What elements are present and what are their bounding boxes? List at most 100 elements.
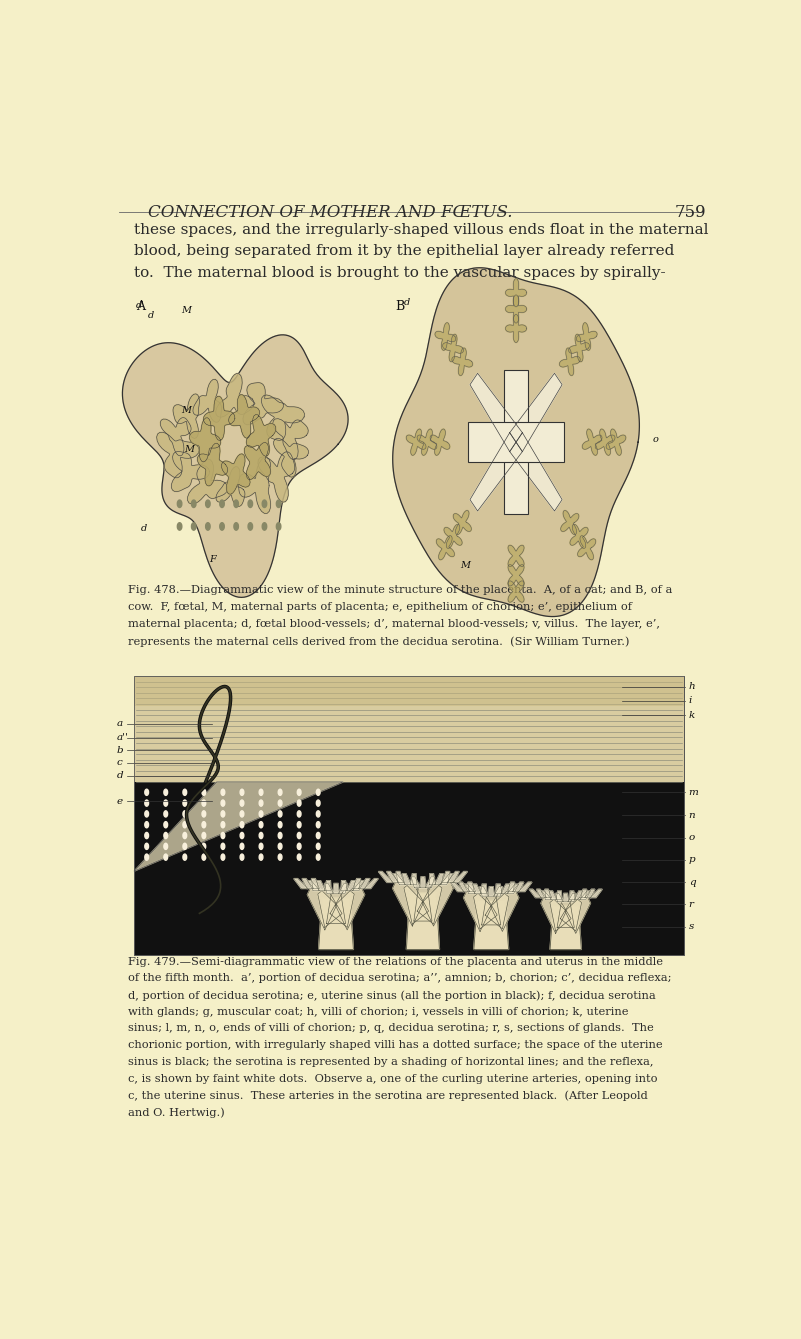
Polygon shape [302, 878, 314, 889]
Text: with glands; g, muscular coat; h, villi of chorion; i, vessels in villi of chori: with glands; g, muscular coat; h, villi … [128, 1007, 629, 1016]
Polygon shape [190, 418, 221, 462]
Polygon shape [505, 279, 526, 307]
Polygon shape [228, 395, 260, 438]
Polygon shape [480, 886, 489, 896]
Circle shape [202, 844, 206, 849]
Circle shape [183, 854, 187, 860]
Polygon shape [417, 428, 437, 455]
Polygon shape [441, 872, 449, 882]
Bar [135, 676, 683, 955]
Bar [135, 676, 683, 955]
Polygon shape [274, 438, 308, 477]
Text: a'': a'' [117, 732, 129, 742]
Text: r: r [689, 900, 694, 909]
Text: of the fifth month.  a’, portion of decidua serotina; a’’, amnion; b, chorion; c: of the fifth month. a’, portion of decid… [128, 973, 671, 983]
Circle shape [219, 499, 224, 507]
Polygon shape [435, 323, 456, 351]
Circle shape [145, 789, 148, 795]
Circle shape [297, 789, 301, 795]
Circle shape [260, 854, 263, 860]
Bar [504, 370, 528, 514]
Polygon shape [319, 898, 353, 949]
Polygon shape [312, 878, 320, 889]
Circle shape [262, 499, 267, 507]
Polygon shape [481, 896, 501, 925]
Polygon shape [392, 877, 424, 927]
Polygon shape [464, 885, 492, 932]
Circle shape [240, 854, 244, 860]
Polygon shape [595, 428, 615, 455]
Text: n: n [689, 811, 695, 819]
Circle shape [297, 833, 301, 838]
Polygon shape [246, 415, 276, 457]
Polygon shape [347, 881, 356, 890]
Polygon shape [550, 905, 582, 949]
Polygon shape [509, 374, 562, 451]
Circle shape [145, 844, 148, 849]
Polygon shape [576, 323, 597, 351]
Polygon shape [316, 881, 325, 890]
Text: c: c [117, 758, 123, 767]
Circle shape [183, 844, 187, 849]
Text: c, the uterine sinus.  These arteries in the serotina are represented black.  (A: c, the uterine sinus. These arteries in … [128, 1090, 648, 1101]
Polygon shape [258, 451, 295, 502]
Circle shape [260, 789, 263, 795]
Circle shape [164, 844, 167, 849]
Polygon shape [561, 896, 582, 931]
Text: b: b [117, 746, 123, 755]
Polygon shape [215, 374, 254, 418]
Text: represents the maternal cells derived from the decidua serotina.  (Sir William T: represents the maternal cells derived fr… [128, 636, 630, 647]
Polygon shape [496, 884, 502, 893]
Circle shape [240, 844, 244, 849]
Text: i: i [689, 696, 692, 706]
Polygon shape [537, 889, 546, 897]
Polygon shape [422, 877, 453, 927]
Text: sinus is black; the serotina is represented by a shading of horizontal lines; an: sinus is black; the serotina is represen… [128, 1056, 654, 1067]
Circle shape [221, 854, 225, 860]
Circle shape [278, 811, 282, 817]
Circle shape [202, 799, 206, 806]
Polygon shape [327, 893, 345, 924]
Polygon shape [549, 890, 557, 900]
Polygon shape [173, 394, 199, 438]
Polygon shape [569, 335, 590, 362]
Text: M: M [181, 406, 191, 415]
Text: d: d [405, 299, 411, 308]
Circle shape [145, 799, 148, 806]
Circle shape [240, 789, 244, 795]
Circle shape [260, 822, 263, 828]
Polygon shape [244, 442, 271, 479]
Polygon shape [570, 890, 576, 900]
Polygon shape [406, 893, 440, 949]
Polygon shape [396, 872, 405, 882]
Polygon shape [509, 432, 562, 511]
Polygon shape [308, 881, 320, 890]
Polygon shape [411, 877, 421, 888]
Polygon shape [481, 884, 487, 893]
Circle shape [183, 822, 187, 828]
Polygon shape [425, 877, 435, 888]
Circle shape [316, 811, 320, 817]
Text: d: d [140, 525, 147, 533]
Circle shape [164, 854, 167, 860]
Circle shape [177, 522, 182, 530]
Circle shape [221, 833, 225, 838]
Polygon shape [332, 884, 340, 893]
Polygon shape [243, 383, 284, 424]
Polygon shape [505, 295, 526, 323]
Circle shape [206, 499, 210, 507]
Polygon shape [435, 874, 444, 885]
Text: e: e [117, 797, 123, 806]
Circle shape [202, 833, 206, 838]
Polygon shape [565, 892, 590, 933]
Circle shape [202, 811, 206, 817]
Text: B: B [395, 300, 405, 313]
Polygon shape [452, 348, 473, 376]
Circle shape [145, 833, 148, 838]
Circle shape [221, 844, 225, 849]
Polygon shape [559, 348, 580, 376]
Circle shape [278, 799, 282, 806]
Polygon shape [222, 454, 250, 494]
Circle shape [177, 499, 182, 507]
Polygon shape [430, 428, 450, 455]
